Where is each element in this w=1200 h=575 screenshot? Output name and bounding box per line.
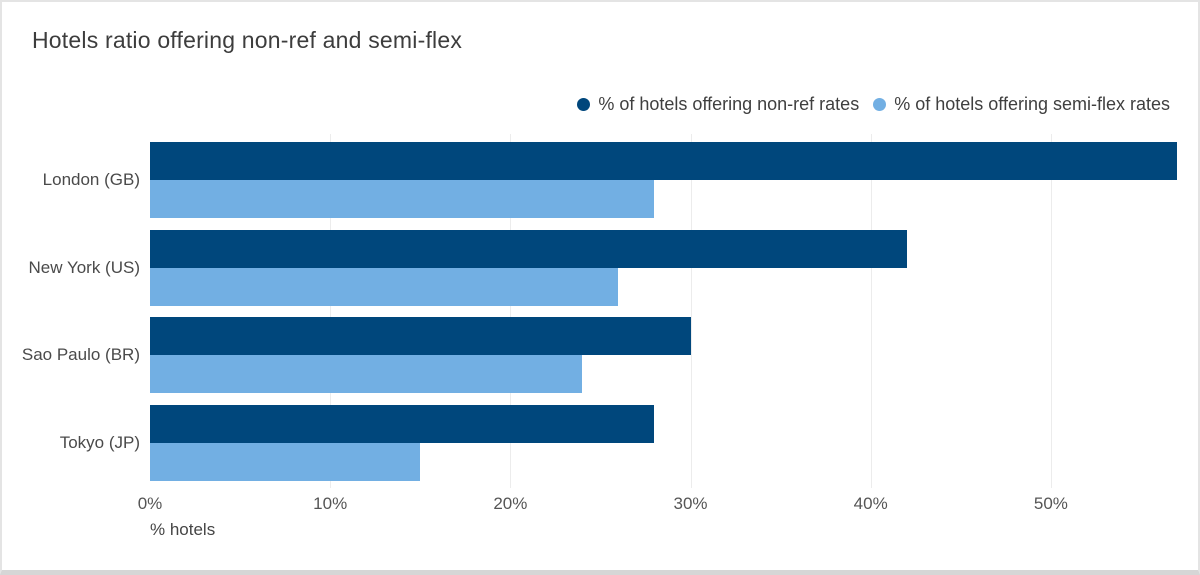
legend-label: % of hotels offering semi-flex rates [894,94,1170,114]
legend-dot-icon [873,98,887,111]
x-tick-label: 40% [853,494,888,513]
bar-series-1[interactable] [150,317,691,356]
category-label: New York (US) [28,257,140,277]
bar-series-2[interactable] [150,267,619,306]
x-axis-label: % hotels [150,520,216,539]
bar-series-2[interactable] [150,180,655,218]
gridline-20 [510,134,512,488]
legend-label: % of hotels offering non-ref rates [598,94,860,114]
legend-item-series-2[interactable]: % of hotels offering semi-flex rates [873,94,1170,115]
legend: % of hotels offering non-ref rates % of h… [577,94,1170,115]
bar-group: Tokyo (JP) [60,405,1177,482]
category-label: London (GB) [42,170,140,189]
x-tick-label: 30% [673,494,708,513]
gridline-10 [330,134,332,488]
bar-series-1[interactable] [150,142,1177,180]
bar-series-1[interactable] [150,229,907,268]
bar-group: Sao Paulo (BR) [22,317,1177,394]
bar-series-1[interactable] [150,405,655,444]
gridline-40 [870,134,872,488]
x-tick-label: 10% [313,494,348,513]
chart-title: Hotels ratio offering non-ref and semi-f… [32,27,463,53]
category-label: Sao Paulo (BR) [21,345,140,365]
category-label: Tokyo (JP) [59,433,140,453]
legend-dot-icon [577,98,591,111]
x-axis: 0% 10% 20% 30% 40% 50% [138,494,1177,516]
gridline-30 [690,134,692,488]
plot-area: London (GB) New York (US) Sao Paulo (BR) To… [22,134,1177,488]
legend-item-series-1[interactable]: % of hotels offering non-ref rates [577,94,859,115]
x-tick-label: 20% [493,494,528,513]
x-tick-label: 50% [1033,494,1068,513]
bar-series-2[interactable] [150,355,583,394]
bar-group: London (GB) [43,142,1177,218]
gridline-50 [1050,134,1052,488]
bar-series-2[interactable] [150,443,421,482]
x-tick-label: 0% [137,494,163,513]
bar-group: New York (US) [29,229,1177,306]
